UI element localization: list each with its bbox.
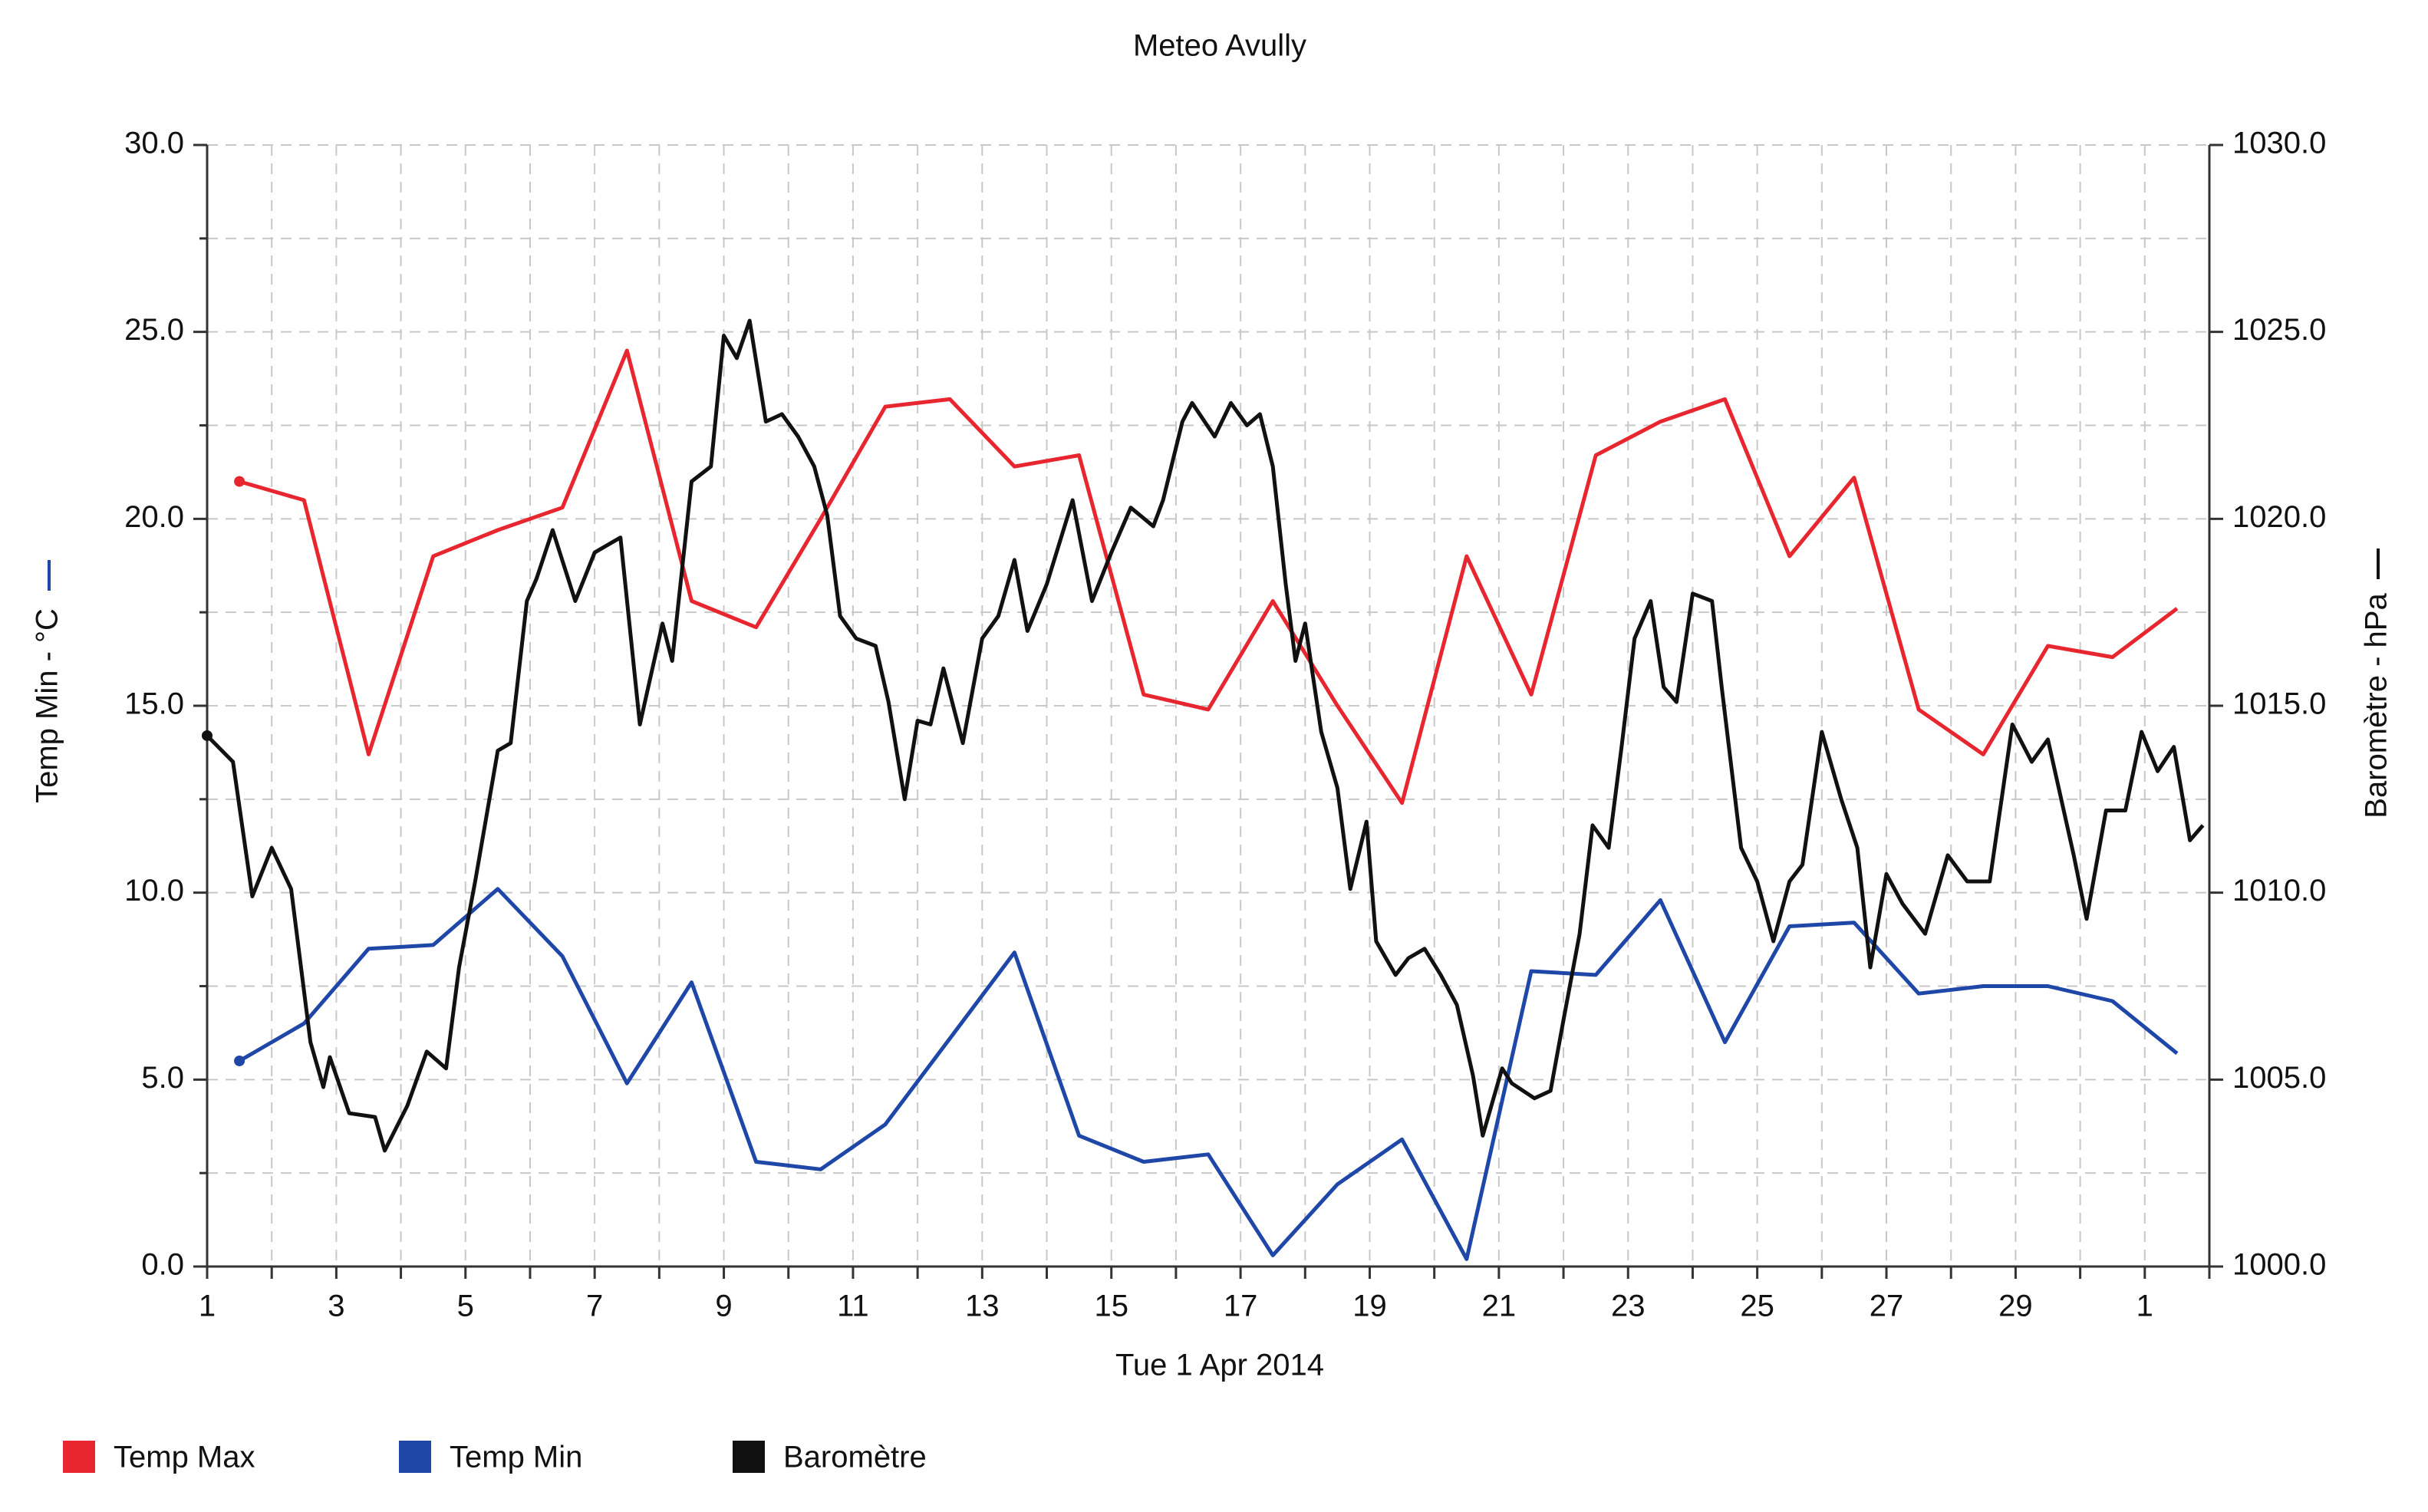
legend-swatch [399, 1441, 431, 1473]
y2-axis-title: Baromètre - hPa [2360, 548, 2393, 819]
x-tick-label: 21 [1482, 1290, 1517, 1323]
legend-swatch [733, 1441, 765, 1473]
series-line [206, 318, 2205, 1153]
x-axis-label: Tue 1 Apr 2014 [1115, 1349, 1324, 1382]
y2-tick-label: 1000.0 [2232, 1248, 2326, 1282]
x-tick-label: 7 [586, 1290, 603, 1323]
y-tick-label: 20.0 [124, 500, 184, 534]
x-tick-label: 15 [1094, 1290, 1128, 1323]
y-tick-label: 5.0 [141, 1061, 184, 1095]
legend-label: Baromètre [783, 1441, 927, 1474]
legend-label: Temp Min [450, 1441, 582, 1474]
series-start-point [234, 1055, 245, 1066]
y-tick-label: 15.0 [124, 687, 184, 721]
y2-tick-label: 1015.0 [2232, 687, 2326, 721]
series-start-point [234, 476, 245, 487]
x-tick-label: 23 [1611, 1290, 1646, 1323]
y2-tick-label: 1010.0 [2232, 874, 2326, 908]
x-tick-label: 1 [2136, 1290, 2153, 1323]
x-tick-label: 17 [1224, 1290, 1258, 1323]
series-line [238, 887, 2179, 1261]
x-tick-label: 27 [1870, 1290, 1904, 1323]
y2-tick-label: 1025.0 [2232, 313, 2326, 347]
y-tick-label: 25.0 [124, 313, 184, 347]
x-tick-label: 9 [715, 1290, 732, 1323]
y2-tick-label: 1005.0 [2232, 1061, 2326, 1095]
x-tick-label: 5 [457, 1290, 474, 1323]
legend-label: Temp Max [114, 1441, 255, 1474]
y2-tick-label: 1030.0 [2232, 127, 2326, 160]
y2-axis-label: Baromètre - hPa [2360, 593, 2393, 819]
y-tick-label: 30.0 [124, 127, 184, 160]
legend-swatch [63, 1441, 95, 1473]
chart-title: Meteo Avully [1133, 29, 1306, 63]
x-tick-label: 29 [1998, 1290, 2033, 1323]
x-tick-label: 11 [837, 1290, 869, 1323]
x-tick-label: 19 [1352, 1290, 1387, 1323]
x-tick-label: 13 [965, 1290, 1000, 1323]
x-tick-label: 1 [199, 1290, 216, 1323]
y2-tick-label: 1020.0 [2232, 500, 2326, 534]
y-axis-title: Temp Min - °C [31, 560, 64, 803]
x-tick-label: 25 [1740, 1290, 1774, 1323]
series-start-point [202, 730, 212, 741]
y-tick-label: 10.0 [124, 874, 184, 908]
y-tick-label: 0.0 [141, 1248, 184, 1282]
x-tick-label: 3 [328, 1290, 344, 1323]
series-line [239, 348, 2179, 805]
y-axis-label: Temp Min - °C [31, 608, 64, 803]
